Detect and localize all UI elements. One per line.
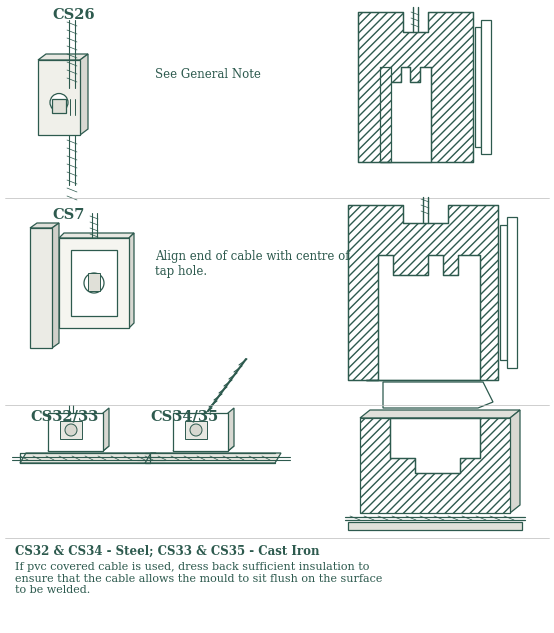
Bar bbox=[185, 421, 207, 439]
Bar bbox=[30, 228, 52, 348]
Polygon shape bbox=[510, 410, 520, 513]
Polygon shape bbox=[390, 418, 480, 473]
Circle shape bbox=[190, 424, 202, 436]
Polygon shape bbox=[80, 54, 88, 135]
Polygon shape bbox=[380, 67, 431, 162]
Polygon shape bbox=[366, 255, 480, 380]
Text: CS26: CS26 bbox=[52, 8, 95, 22]
Bar bbox=[481, 20, 491, 154]
Circle shape bbox=[50, 94, 68, 111]
Text: See General Note: See General Note bbox=[155, 68, 261, 81]
Bar bbox=[507, 217, 517, 368]
Polygon shape bbox=[38, 54, 88, 60]
Bar bbox=[173, 413, 228, 451]
Polygon shape bbox=[383, 382, 493, 408]
Bar bbox=[38, 60, 80, 135]
Polygon shape bbox=[348, 205, 498, 380]
Bar bbox=[500, 225, 507, 360]
Circle shape bbox=[84, 273, 104, 293]
Bar bbox=[88, 273, 100, 291]
Polygon shape bbox=[173, 446, 234, 451]
Text: If pvc covered cable is used, dress back sufficient insulation to
ensure that th: If pvc covered cable is used, dress back… bbox=[15, 562, 382, 595]
Bar bbox=[59, 238, 129, 328]
Polygon shape bbox=[360, 410, 520, 418]
Polygon shape bbox=[48, 446, 109, 451]
Polygon shape bbox=[20, 453, 156, 463]
Bar bbox=[71, 250, 117, 316]
Bar bbox=[475, 27, 481, 147]
Text: CS32 & CS34 - Steel; CS33 & CS35 - Cast Iron: CS32 & CS34 - Steel; CS33 & CS35 - Cast … bbox=[15, 545, 320, 558]
Polygon shape bbox=[52, 223, 59, 348]
Text: CS34/35: CS34/35 bbox=[150, 410, 218, 424]
Bar bbox=[48, 413, 103, 451]
Bar bbox=[348, 522, 522, 530]
Bar bbox=[52, 99, 66, 113]
Text: CS32/33: CS32/33 bbox=[30, 410, 98, 424]
Polygon shape bbox=[103, 408, 109, 451]
Polygon shape bbox=[59, 233, 134, 238]
Bar bbox=[360, 418, 510, 513]
Polygon shape bbox=[145, 453, 281, 463]
Polygon shape bbox=[129, 233, 134, 328]
Circle shape bbox=[65, 424, 77, 436]
Bar bbox=[60, 421, 82, 439]
Polygon shape bbox=[358, 12, 473, 162]
Polygon shape bbox=[228, 408, 234, 451]
Text: CS7: CS7 bbox=[52, 208, 84, 222]
Polygon shape bbox=[30, 223, 59, 228]
Text: Align end of cable with centre of
tap hole.: Align end of cable with centre of tap ho… bbox=[155, 250, 350, 278]
